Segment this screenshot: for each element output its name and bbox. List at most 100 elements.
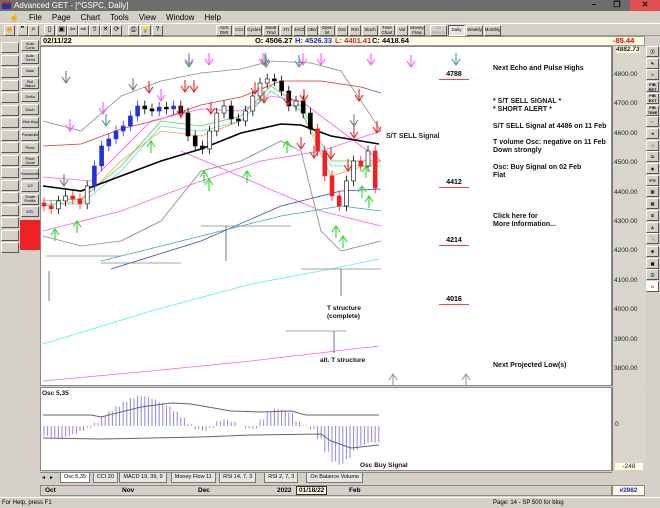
new-button[interactable]: ▯ <box>44 25 55 36</box>
left-tool-seasonals[interactable]: Seasonals <box>21 168 39 179</box>
left-tool-1-2[interactable]: 1/2 <box>21 180 39 192</box>
expand-icon[interactable] <box>1 167 19 178</box>
study-button-9[interactable]: RSI <box>349 25 361 36</box>
arrow-left-icon[interactable] <box>1 129 19 141</box>
period-button-daily[interactable]: Daily <box>448 25 465 36</box>
candle-icon[interactable] <box>1 67 19 78</box>
blank-icon[interactable] <box>1 192 19 203</box>
ellipse-icon[interactable] <box>1 92 19 103</box>
price-axis[interactable]: 4882.73 4800.00 4700.00 4600.00 4500.00 4400… <box>612 46 645 386</box>
right-tool-15[interactable]: A <box>646 221 659 233</box>
close-chart-button[interactable]: ✕ <box>100 25 111 36</box>
tip-button[interactable]: 💡 <box>140 25 151 36</box>
right-tool-14[interactable]: ① <box>646 209 659 221</box>
tab-osc-5-35[interactable]: Osc 5,35 <box>60 473 91 483</box>
left-tool-pivot[interactable]: Pivot <box>21 142 39 154</box>
search-button[interactable]: ⌕ <box>28 25 39 36</box>
study-button-0[interactable]: ADX DMI <box>216 25 232 36</box>
right-tool-12[interactable]: ▥ <box>646 186 659 198</box>
study-button-5[interactable]: MACD <box>293 25 305 36</box>
arrow-up-icon[interactable] <box>1 104 19 116</box>
left-tool-auto-cons[interactable]: Auto Cons <box>21 40 39 51</box>
right-tool-17[interactable]: ✱ <box>646 246 659 257</box>
left-tool-trade-profile[interactable]: Trade Profile <box>21 193 39 205</box>
hand-icon[interactable] <box>1 42 19 53</box>
hand-button[interactable]: ☝ <box>4 25 15 36</box>
left-tool-xtl[interactable]: XTL <box>21 206 39 218</box>
period-button-60-minute[interactable]: 60 Minute <box>430 25 447 36</box>
restore-button[interactable]: ❐ <box>613 0 621 9</box>
right-tool-20[interactable]: U <box>646 281 659 293</box>
right-tool-16[interactable]: 🔍 <box>646 233 659 245</box>
menu-file[interactable]: File <box>28 12 42 22</box>
minimize-button[interactable]: – <box>591 0 597 9</box>
tab-rsi-2-7-3[interactable]: RSI 2, 7, 3 <box>264 473 299 483</box>
more-info-link-1[interactable]: Click here for <box>493 213 538 220</box>
menu-window[interactable]: Window <box>166 12 195 22</box>
study-button-12[interactable]: Vol <box>396 25 408 36</box>
left-tool-price-clust[interactable]: Price Clust <box>21 155 39 167</box>
right-tool-10[interactable]: ◈ <box>646 163 659 174</box>
arrow-right-icon[interactable] <box>1 142 19 153</box>
left-tool-mov-avg[interactable]: Mov Avg <box>21 116 39 128</box>
menu-help[interactable]: Help <box>204 12 221 22</box>
compress-icon[interactable] <box>1 179 19 191</box>
date-bar[interactable]: Oct Nov Dec 2022 01/18/22 Feb <box>40 485 612 496</box>
right-tool-4[interactable]: FIB EXT <box>646 92 659 104</box>
right-tool-18[interactable]: ▦ <box>646 257 659 269</box>
right-tool-1[interactable]: ✎ <box>646 57 659 69</box>
menu-view[interactable]: View <box>138 12 156 22</box>
help-button[interactable]: ? <box>152 25 163 36</box>
period-button-monthly[interactable]: Monthly <box>484 25 501 36</box>
tab-scroll-left[interactable]: ◂ <box>42 475 46 481</box>
right-tool-19[interactable]: ◫ <box>646 269 659 281</box>
right-tool-11[interactable]: PTI <box>646 174 659 186</box>
line-1-icon[interactable] <box>1 204 19 216</box>
line-icon[interactable] <box>1 79 19 91</box>
tab-scroll-right[interactable]: ▸ <box>50 475 54 481</box>
menu-page[interactable]: Page <box>51 12 71 22</box>
tab-macd-19-39-9[interactable]: MACD 19, 39, 9 <box>119 473 167 483</box>
study-button-8[interactable]: Osc <box>336 25 348 36</box>
period-button-weekly[interactable]: Weekly <box>466 25 483 36</box>
update-button[interactable]: ⇧ <box>89 25 100 36</box>
close-button[interactable]: ✕ <box>630 0 660 11</box>
refresh-button[interactable]: ⟳ <box>111 25 122 36</box>
study-button-1[interactable]: CCI <box>233 25 245 36</box>
tab-money-flow-11[interactable]: Money Flow 11 <box>170 473 216 483</box>
study-button-2[interactable]: Cycles <box>246 25 262 36</box>
left-tool-auto-trend[interactable]: Auto Trend <box>21 52 39 64</box>
oscillator-panel[interactable]: Osc 5,35 Osc Buy Signal <box>40 387 612 471</box>
study-button-10[interactable]: Stoch <box>362 25 378 36</box>
left-tool-delta[interactable]: Delta <box>21 91 39 103</box>
right-tool-7[interactable]: ⋖ <box>646 127 659 139</box>
study-button-3[interactable]: Elliott Trnd <box>263 25 279 36</box>
save-button[interactable]: ▣ <box>56 25 67 36</box>
menu-tools[interactable]: Tools <box>110 12 129 22</box>
cross-icon[interactable] <box>1 242 19 253</box>
quote-button[interactable]: ❞ <box>17 25 28 36</box>
more-info-link-2[interactable]: More Information... <box>493 221 556 228</box>
left-tool-bol-band[interactable]: Bol Band <box>21 78 39 90</box>
right-tool-3[interactable]: FIB RET <box>646 81 659 93</box>
price-chart[interactable]: S/T SELL Signal T structure (complete) a… <box>40 46 612 471</box>
zoom-bars-icon[interactable] <box>1 154 19 166</box>
arrow-down-icon[interactable] <box>1 117 19 128</box>
study-button-7[interactable]: Open Int <box>319 25 335 36</box>
menu-chart[interactable]: Chart <box>80 12 101 22</box>
study-button-11[interactable]: Time Chart <box>379 25 395 36</box>
tab-rsi-14-7-3[interactable]: RSI 14, 7, 3 <box>219 473 257 483</box>
right-tool-0[interactable]: ⓧ <box>646 46 659 57</box>
tab-cci-20[interactable]: CCI 20 <box>92 473 118 483</box>
line-2-icon[interactable] <box>1 217 19 228</box>
tab-on-balance-volume[interactable]: On Balance Volume <box>306 473 364 483</box>
right-tool-13[interactable]: ▤ <box>646 198 659 210</box>
back-button[interactable]: ⇦ <box>67 25 78 36</box>
study-button-4[interactable]: JTI <box>280 25 292 36</box>
left-tool-parabolic[interactable]: Parabolic <box>21 129 39 141</box>
fib-icon[interactable] <box>1 229 19 241</box>
left-tool-dsch[interactable]: Dsch <box>21 104 39 115</box>
forward-button[interactable]: ⇨ <box>78 25 89 36</box>
left-tool-bias[interactable]: Bias <box>21 65 39 77</box>
right-tool-9[interactable]: ⬭ <box>646 151 659 163</box>
